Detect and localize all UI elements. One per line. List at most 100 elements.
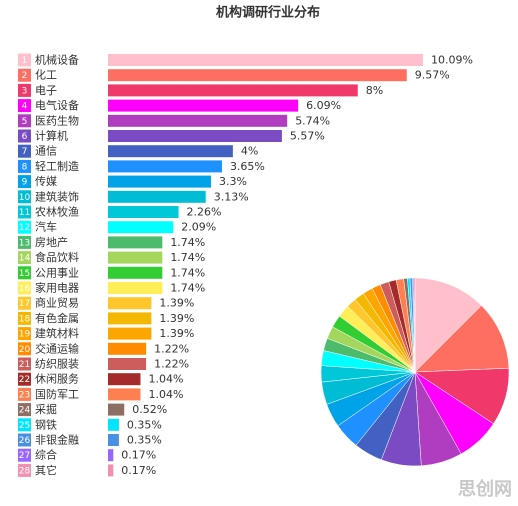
value-label: 1.39% (159, 327, 194, 340)
rank-badge (18, 327, 31, 341)
rank-label: 27 (19, 451, 30, 461)
rank-badge (18, 99, 31, 113)
bar (108, 160, 222, 173)
bar (108, 282, 163, 294)
rank-label: 28 (19, 466, 31, 476)
bar (108, 403, 125, 416)
bar (108, 145, 233, 158)
value-label: 0.35% (127, 418, 162, 431)
rank-badge (18, 357, 31, 371)
value-label: 10.09% (431, 54, 473, 67)
category-label: 家用电器 (35, 281, 79, 295)
rank-label: 4 (22, 102, 28, 112)
bar (108, 418, 119, 431)
rank-label: 14 (19, 254, 31, 264)
value-label: 0.17% (121, 449, 156, 462)
rank-badge (18, 418, 31, 432)
category-label: 纺织服装 (35, 357, 79, 371)
watermark: 思创网 (458, 478, 512, 500)
value-label: 4% (241, 145, 258, 158)
bar (108, 373, 141, 386)
category-label: 建筑材料 (35, 326, 79, 340)
category-label: 通信 (35, 145, 57, 158)
bar (108, 175, 212, 188)
chart-title: 机构调研行业分布 (216, 5, 320, 21)
rank-label: 19 (19, 330, 31, 340)
rank-badge (18, 129, 31, 143)
rank-label: 16 (19, 284, 31, 294)
pie-slice (413, 277, 416, 373)
bar (108, 388, 141, 401)
category-label: 机械设备 (35, 53, 79, 67)
category-label: 汽车 (35, 220, 57, 234)
value-label: 1.74% (170, 236, 205, 249)
pie-slice (414, 305, 510, 373)
rank-label: 7 (22, 147, 28, 157)
rank-badge (18, 144, 31, 158)
rank-badge (18, 311, 31, 325)
bar (108, 358, 147, 370)
category-label: 非银金融 (35, 433, 79, 447)
bar (108, 312, 152, 325)
value-label: 1.04% (148, 388, 183, 401)
category-label: 电气设备 (35, 98, 79, 112)
bar (108, 297, 152, 310)
value-label: 1.04% (148, 373, 183, 386)
category-label: 其它 (35, 463, 57, 477)
rank-badge (18, 220, 31, 234)
value-label: 3.65% (230, 160, 265, 173)
rank-badge (18, 251, 31, 265)
value-label: 9.57% (415, 69, 450, 82)
rank-label: 21 (19, 360, 30, 370)
rank-label: 6 (22, 132, 28, 142)
bar (108, 251, 163, 264)
value-label: 1.39% (159, 297, 194, 310)
category-label: 化工 (35, 68, 57, 82)
bar (108, 206, 179, 218)
value-label: 2.26% (187, 206, 222, 219)
rank-label: 15 (19, 269, 30, 279)
rank-badge (18, 448, 31, 462)
rank-label: 22 (19, 375, 30, 385)
category-label: 房地产 (35, 235, 68, 249)
bar (108, 434, 119, 446)
bar (108, 54, 423, 66)
value-label: 0.17% (121, 464, 156, 477)
category-label: 传媒 (35, 175, 57, 188)
category-label: 综合 (35, 448, 57, 462)
rank-badge (18, 159, 31, 173)
value-label: 1.74% (170, 266, 205, 279)
bar (108, 114, 288, 127)
pie-slice (414, 277, 482, 373)
bar (108, 236, 163, 249)
value-label: 3.3% (219, 175, 247, 188)
category-label: 食品饮料 (35, 250, 79, 264)
category-label: 休闲服务 (35, 372, 79, 386)
category-label: 交通运输 (35, 341, 79, 355)
rank-label: 11 (19, 208, 30, 218)
rank-label: 8 (22, 162, 28, 172)
rank-badge (18, 372, 31, 386)
rank-label: 12 (19, 223, 30, 233)
value-label: 0.52% (132, 403, 167, 416)
bar (108, 327, 152, 340)
rank-label: 13 (19, 238, 30, 248)
category-label: 农林牧渔 (35, 205, 79, 219)
category-label: 建筑装饰 (35, 189, 79, 203)
bar (108, 84, 358, 97)
rank-label: 2 (22, 71, 28, 81)
rank-label: 9 (22, 178, 28, 188)
rank-badge (18, 83, 31, 97)
rank-badge (18, 68, 31, 82)
rank-label: 17 (19, 299, 30, 309)
rank-badge (18, 175, 31, 189)
value-label: 1.74% (170, 282, 205, 295)
value-label: 1.22% (154, 342, 189, 355)
category-label: 轻工制造 (35, 159, 79, 173)
rank-badge (18, 403, 31, 417)
bar (108, 190, 206, 203)
rank-badge (18, 205, 31, 219)
bar (108, 130, 282, 142)
category-label: 电子 (35, 84, 57, 97)
bar (108, 266, 163, 279)
